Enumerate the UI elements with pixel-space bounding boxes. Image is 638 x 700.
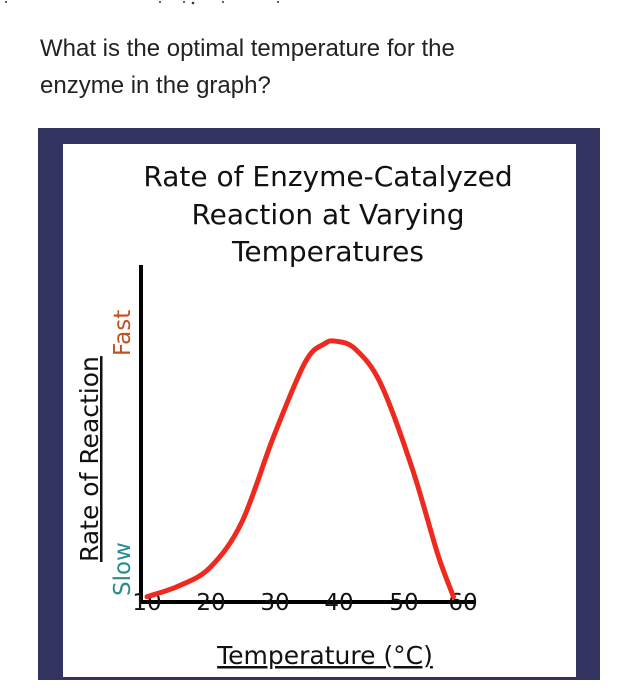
x-tick-label: 40 — [324, 590, 353, 616]
y-axis-slow-label: Slow — [110, 542, 136, 596]
data-point — [436, 552, 440, 556]
y-axis-fast-label: Fast — [110, 310, 136, 356]
data-point — [208, 565, 212, 569]
chart-title-line-3: Temperatures — [231, 235, 424, 268]
chart-title-line-2: Reaction at Varying — [191, 198, 464, 231]
x-tick-label: 30 — [260, 590, 289, 616]
chart-panel: Rate of Enzyme-Catalyzed Reaction at Var… — [63, 144, 576, 677]
enzyme-rate-chart: Rate of Enzyme-Catalyzed Reaction at Var… — [75, 160, 513, 670]
top-edge-marks — [5, 1, 279, 5]
data-point — [379, 382, 383, 386]
data-point — [240, 520, 244, 524]
chart-frame: Rate of Enzyme-Catalyzed Reaction at Var… — [38, 128, 600, 680]
question-line-1: What is the optimal temperature for the — [40, 35, 455, 62]
data-point — [303, 361, 307, 365]
x-tick-label: 50 — [389, 590, 418, 616]
data-point — [354, 347, 358, 351]
chart-title-line-1: Rate of Enzyme-Catalyzed — [143, 160, 512, 193]
question-text: What is the optimal temperature for the … — [40, 30, 600, 104]
data-point — [410, 467, 414, 471]
data-point — [145, 595, 149, 599]
data-point — [322, 342, 326, 346]
data-point — [335, 339, 339, 343]
x-tick-labels: 10 20 30 40 50 60 — [132, 590, 477, 616]
x-tick-label: 20 — [196, 590, 225, 616]
data-point — [271, 435, 275, 439]
data-point — [177, 584, 181, 588]
question-line-2: enzyme in the graph? — [40, 72, 271, 99]
x-axis-label: Temperature (°C) — [216, 641, 433, 670]
y-axis-label: Rate of Reaction — [75, 356, 104, 562]
data-point — [452, 595, 456, 599]
series-line-rate — [144, 338, 456, 600]
